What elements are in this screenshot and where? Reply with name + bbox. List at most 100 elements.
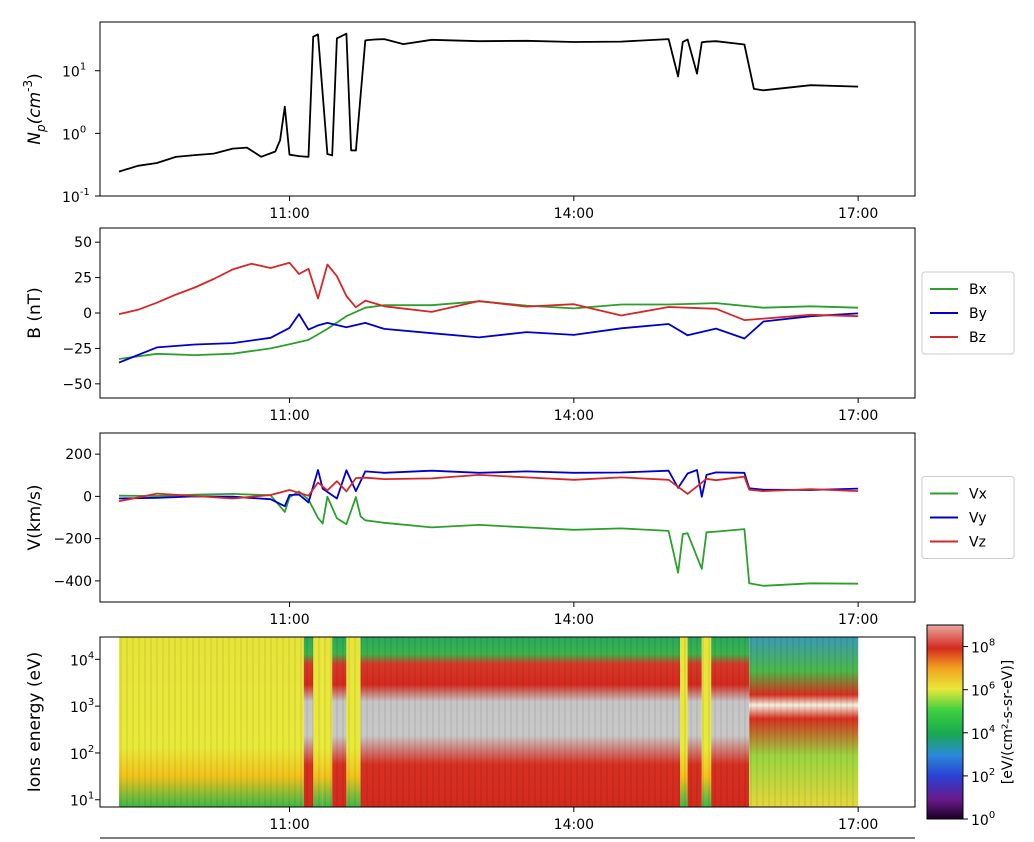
colorbar-tick-label: 108 (971, 638, 995, 657)
tick-base: 10 (62, 127, 80, 143)
y-tick-label: 103 (70, 697, 94, 716)
tick-base: 10 (62, 65, 80, 81)
legend-entry: By (969, 306, 987, 322)
y-tick-label: 0 (83, 489, 92, 505)
y-label-part: (cm (25, 92, 45, 125)
tick-exponent: 3 (88, 697, 94, 708)
tick-exponent: 2 (989, 767, 995, 778)
y-axis-label: B (nT) (25, 287, 45, 339)
legend-frame (921, 476, 1015, 559)
tick-exponent: 6 (989, 681, 995, 692)
svg-text:100: 100 (62, 124, 86, 143)
tick-base: 10 (70, 700, 88, 716)
series-line-by (118, 312, 859, 364)
series-line-bz (118, 261, 859, 322)
tick-exponent: 1 (80, 62, 86, 73)
colorbar-tick-label: 102 (971, 767, 995, 786)
x-tick-label: 17:00 (838, 817, 878, 833)
colorbar (926, 624, 964, 820)
y-axis-label: Np(cm-3) (21, 73, 48, 145)
legend-frame (921, 271, 1015, 355)
tick-base: 10 (62, 190, 80, 206)
x-tick-label: 11:00 (269, 612, 309, 628)
x-tick-label: 17:00 (838, 408, 878, 424)
tick-base: 10 (70, 747, 88, 763)
y-label-part: N (25, 132, 45, 145)
tick-exponent: 4 (88, 650, 94, 661)
svg-text:102: 102 (70, 744, 94, 763)
series-line-vx (118, 490, 859, 587)
tick-base: 10 (70, 794, 88, 810)
tick-base: 10 (971, 641, 989, 657)
spectrogram-plot-frame (99, 636, 916, 808)
spectrogram-texture (118, 637, 859, 807)
series-line-vz (118, 473, 859, 503)
x-tick-label: 11:00 (269, 206, 309, 222)
legend-entry: Vy (969, 511, 987, 527)
y-tick-label: −200 (54, 532, 92, 548)
tick-exponent: 4 (989, 724, 995, 735)
legend-entry: Bx (969, 282, 987, 298)
colorbar-label: [eV/(cm²-s-sr-eV)] (1000, 660, 1016, 785)
legend: Vx Vy Vz (921, 476, 1015, 559)
legend-entry: Bz (969, 330, 986, 346)
colorbar-tick-label: 106 (971, 681, 995, 700)
tick-base: 10 (971, 684, 989, 700)
tick-base: 10 (971, 727, 989, 743)
x-tick-label: 17:00 (838, 612, 878, 628)
tick-exponent: 8 (989, 638, 995, 649)
tick-exponent: 0 (80, 124, 86, 135)
svg-text:101: 101 (62, 62, 86, 81)
tick-base: 10 (971, 770, 989, 786)
colorbar-tick-label: 100 (971, 810, 995, 829)
svg-text:10-1: 10-1 (62, 187, 90, 206)
series-line-np (118, 32, 859, 173)
y-tick-label: −400 (54, 574, 92, 590)
series-line-bx (118, 300, 859, 360)
legend-entry: Vx (969, 487, 987, 503)
svg-text:104: 104 (70, 650, 94, 669)
colorbar-tick-label: 104 (971, 724, 995, 743)
bfield-plot-frame (99, 227, 916, 399)
y-tick-label: 200 (65, 447, 92, 463)
x-tick-label: 14:00 (554, 612, 594, 628)
x-tick-label: 17:00 (838, 206, 878, 222)
x-tick-label: 14:00 (554, 817, 594, 833)
legend-entry: Vz (969, 535, 986, 551)
svg-text:103: 103 (70, 697, 94, 716)
density-plot-frame (99, 21, 916, 197)
velocity-plot-frame (99, 432, 916, 603)
svg-text:100: 100 (971, 810, 995, 829)
y-tick-label: 100 (62, 124, 86, 143)
x-tick-label: 14:00 (554, 206, 594, 222)
y-axis-label: V(km/s) (25, 485, 45, 551)
y-axis-label: Ions energy (eV) (25, 652, 45, 792)
y-tick-label: 102 (70, 744, 94, 763)
y-tick-label: 104 (70, 650, 94, 669)
svg-text:104: 104 (971, 724, 995, 743)
y-tick-label: 0 (83, 306, 92, 322)
x-tick-label: 11:00 (269, 817, 309, 833)
svg-text:101: 101 (70, 791, 94, 810)
tick-exponent: 2 (88, 744, 94, 755)
y-tick-label: 50 (74, 235, 92, 251)
y-tick-label: 101 (70, 791, 94, 810)
x-tick-label: 14:00 (554, 408, 594, 424)
y-label-part: -3 (21, 80, 35, 92)
tick-base: 10 (971, 813, 989, 829)
legend: Bx By Bz (921, 271, 1015, 355)
svg-text:108: 108 (971, 638, 995, 657)
svg-text:106: 106 (971, 681, 995, 700)
y-tick-label: −25 (62, 341, 92, 357)
svg-text:102: 102 (971, 767, 995, 786)
series-line-vy (118, 469, 859, 508)
y-tick-label: 10-1 (62, 187, 90, 206)
tick-base: 10 (70, 653, 88, 669)
y-label-part: p (34, 124, 48, 133)
tick-exponent: 1 (88, 791, 94, 802)
y-tick-label: −50 (62, 377, 92, 393)
y-tick-label: 101 (62, 62, 86, 81)
tick-exponent: 0 (989, 810, 995, 821)
x-tick-label: 11:00 (269, 408, 309, 424)
